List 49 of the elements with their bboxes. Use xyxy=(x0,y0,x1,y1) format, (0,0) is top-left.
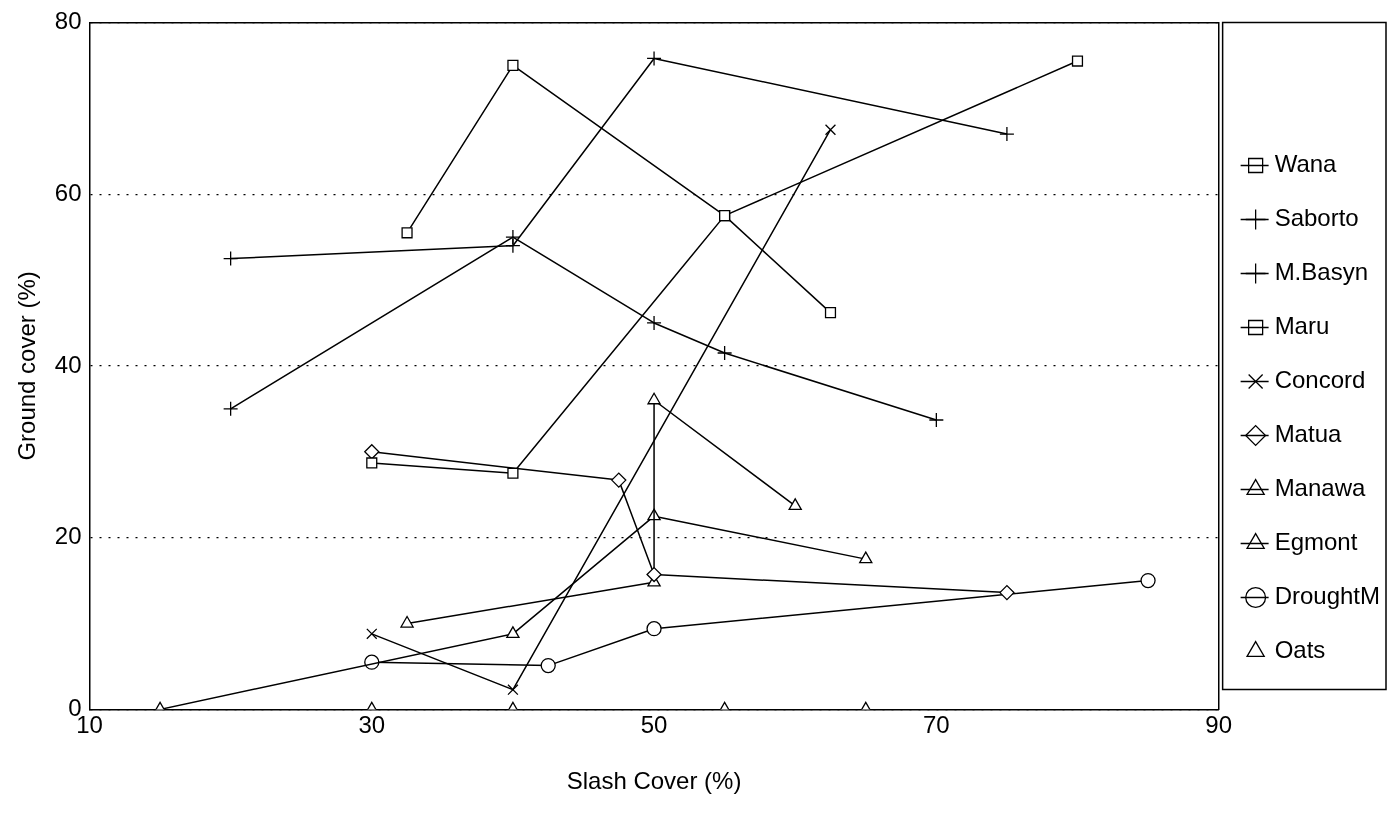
legend-label: DroughtM xyxy=(1274,582,1380,610)
point xyxy=(506,626,520,638)
x-axis-title: Slash Cover (%) xyxy=(566,767,742,795)
point xyxy=(647,392,661,405)
legend-label: Concord xyxy=(1274,366,1366,394)
x-tick-label: 50 xyxy=(640,711,668,739)
point xyxy=(788,498,802,511)
point xyxy=(824,307,837,319)
point xyxy=(222,401,239,417)
y-tick-label: 40 xyxy=(54,350,82,378)
y-tick-label: 60 xyxy=(54,178,82,206)
point xyxy=(366,628,378,640)
point xyxy=(400,615,414,628)
x-tick-label: 30 xyxy=(358,711,386,739)
legend-label: Maru xyxy=(1274,312,1330,340)
point xyxy=(716,345,733,361)
point xyxy=(507,59,519,71)
y-tick-label: 80 xyxy=(54,7,82,35)
point xyxy=(364,444,380,460)
point xyxy=(366,457,378,469)
point xyxy=(928,412,944,428)
point xyxy=(859,551,873,564)
y-tick-label: 20 xyxy=(54,522,82,550)
point xyxy=(646,50,662,67)
point xyxy=(222,250,239,267)
point xyxy=(401,227,413,239)
point xyxy=(507,467,519,479)
point xyxy=(646,566,662,583)
legend-label: Matua xyxy=(1274,420,1342,448)
legend-label: Saborto xyxy=(1274,204,1359,232)
point xyxy=(611,472,627,488)
legend-label: Manawa xyxy=(1274,474,1366,502)
point xyxy=(824,124,837,136)
point xyxy=(1071,55,1084,67)
point xyxy=(646,621,662,637)
point xyxy=(646,315,662,331)
x-tick-label: 70 xyxy=(922,711,950,739)
legend-label: Oats xyxy=(1274,636,1326,664)
point xyxy=(999,584,1015,601)
point xyxy=(505,238,521,254)
point xyxy=(999,126,1015,142)
legend-label: Egmont xyxy=(1274,528,1358,556)
y-axis-title: Ground cover (%) xyxy=(13,271,41,461)
point xyxy=(1140,572,1156,589)
legend-label: M.Basyn xyxy=(1274,258,1368,286)
x-tick-label: 90 xyxy=(1205,711,1232,739)
point xyxy=(507,684,519,696)
legend-label: Wana xyxy=(1274,150,1338,178)
point xyxy=(540,657,556,674)
